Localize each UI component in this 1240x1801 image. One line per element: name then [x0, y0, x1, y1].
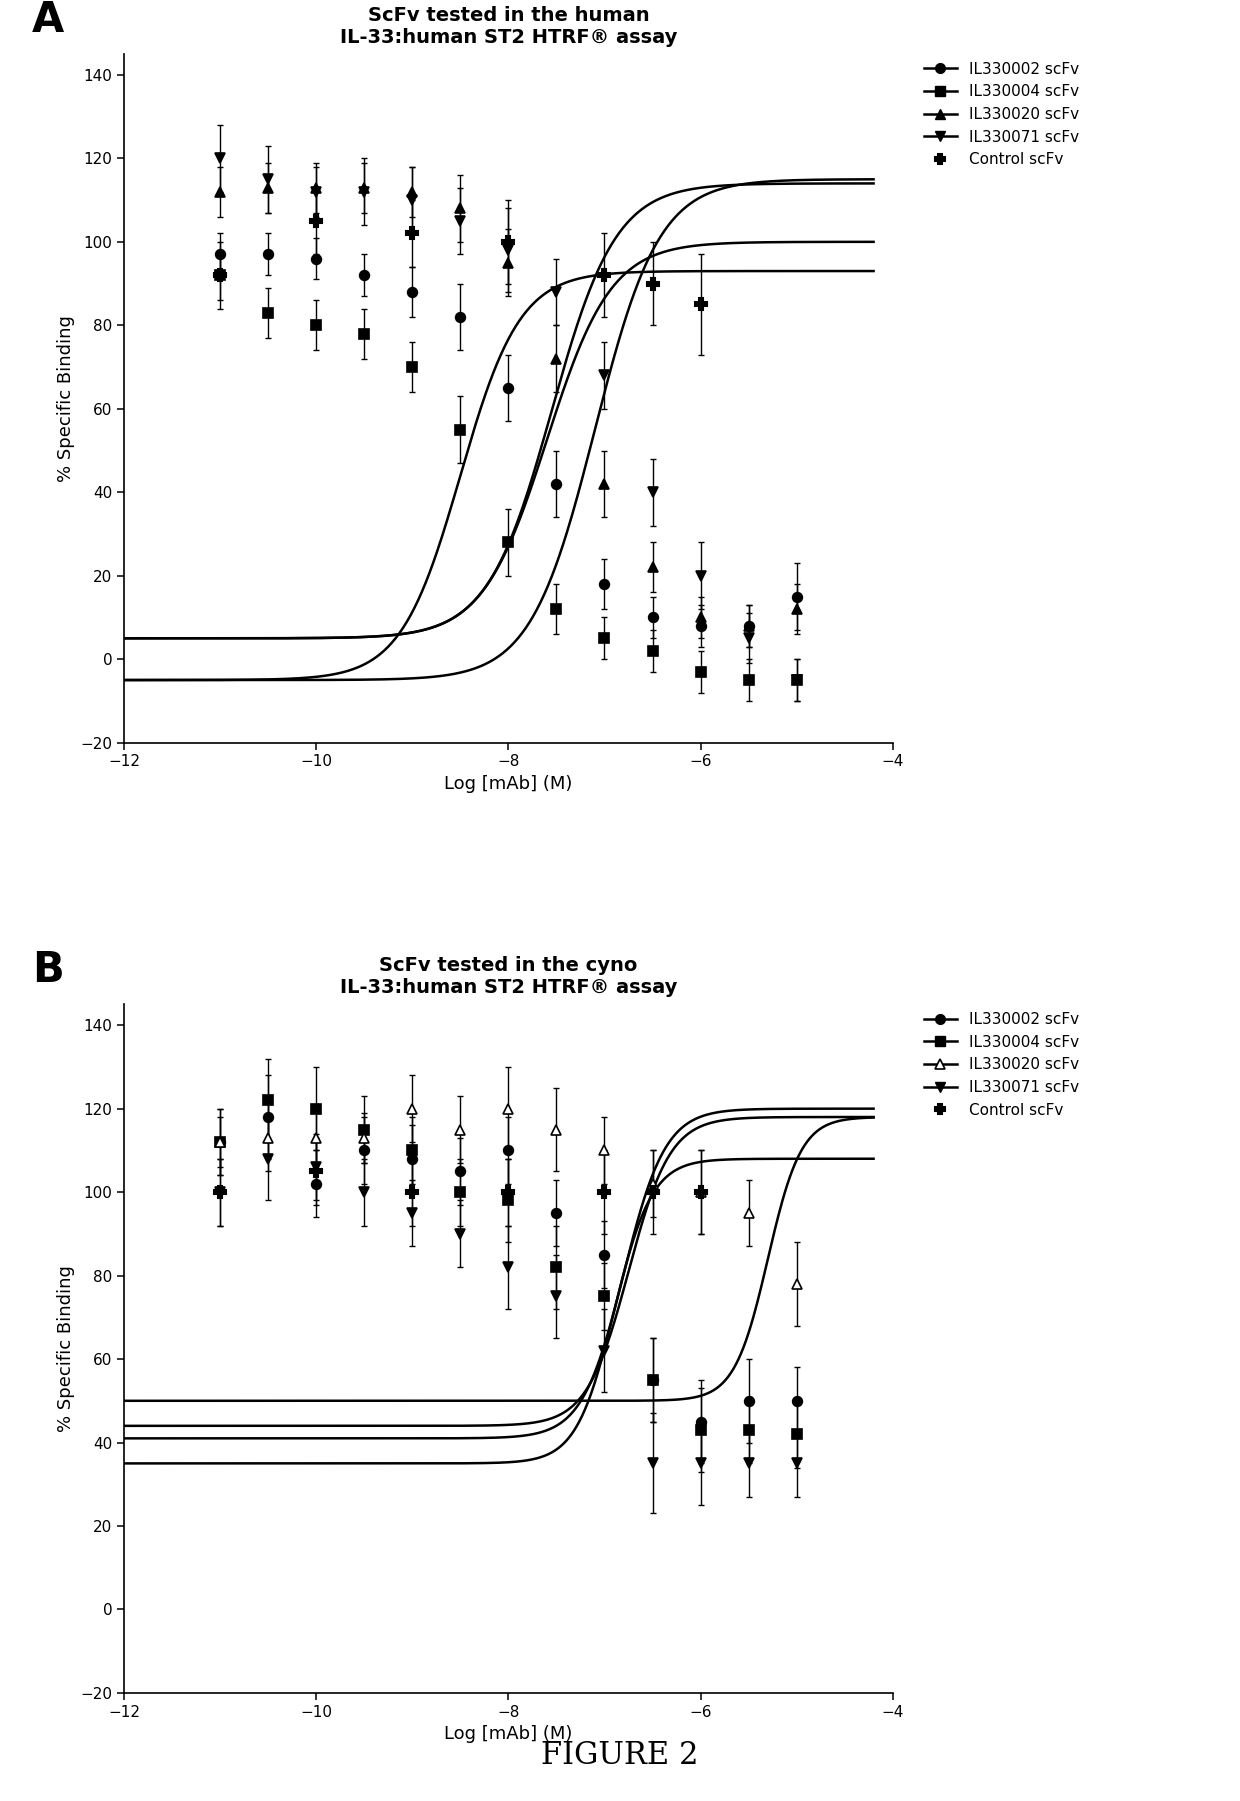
X-axis label: Log [mAb] (M): Log [mAb] (M) [444, 774, 573, 792]
X-axis label: Log [mAb] (M): Log [mAb] (M) [444, 1725, 573, 1743]
Text: B: B [32, 949, 63, 991]
Legend: IL330002 scFv, IL330004 scFv, IL330020 scFv, IL330071 scFv, Control scFv: IL330002 scFv, IL330004 scFv, IL330020 s… [924, 61, 1080, 167]
Text: A: A [32, 0, 64, 41]
Legend: IL330002 scFv, IL330004 scFv, IL330020 scFv, IL330071 scFv, Control scFv: IL330002 scFv, IL330004 scFv, IL330020 s… [924, 1012, 1080, 1117]
Text: FIGURE 2: FIGURE 2 [541, 1740, 699, 1772]
Y-axis label: % Specific Binding: % Specific Binding [57, 1264, 74, 1432]
Title: ScFv tested in the cyno
IL-33:human ST2 HTRF® assay: ScFv tested in the cyno IL-33:human ST2 … [340, 956, 677, 998]
Y-axis label: % Specific Binding: % Specific Binding [57, 315, 74, 483]
Title: ScFv tested in the human
IL-33:human ST2 HTRF® assay: ScFv tested in the human IL-33:human ST2… [340, 5, 677, 47]
